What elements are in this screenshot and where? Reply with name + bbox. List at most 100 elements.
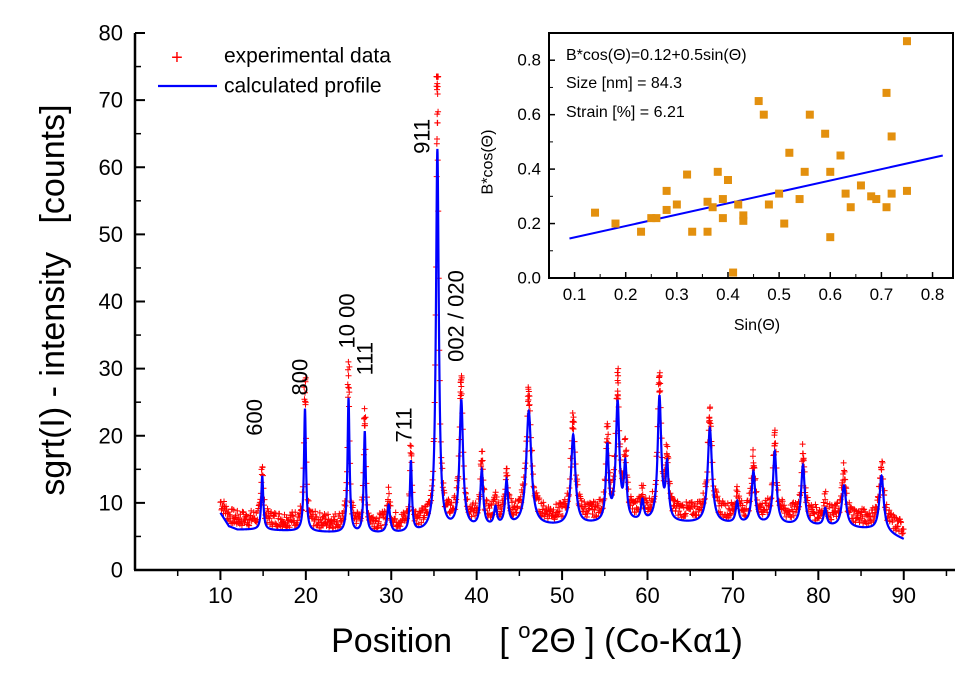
y-tick-label: 30 — [99, 356, 123, 381]
x-tick-label: 80 — [806, 583, 830, 608]
experimental-point — [561, 496, 568, 503]
experimental-point — [292, 509, 299, 516]
experimental-point — [800, 455, 807, 462]
experimental-point — [615, 379, 622, 386]
x-tick-label: 90 — [892, 583, 916, 608]
experimental-point — [444, 499, 451, 506]
experimental-point — [271, 509, 278, 516]
experimental-point — [301, 384, 308, 391]
experimental-point — [526, 393, 533, 400]
experimental-point — [789, 508, 796, 515]
experimental-point — [319, 514, 326, 521]
experimental-point — [850, 511, 857, 518]
experimental-point — [245, 521, 252, 528]
experimental-point — [790, 512, 797, 519]
experimental-point — [728, 502, 735, 509]
experimental-point — [569, 425, 576, 432]
experimental-point — [274, 522, 281, 529]
inset-data-point — [805, 110, 814, 119]
experimental-point — [829, 504, 836, 511]
x-tick-label: 70 — [721, 583, 745, 608]
inset-data-point — [611, 219, 620, 228]
x-axis-title: Position [ o2Θ ] (Co-Kα1) — [331, 618, 743, 660]
experimental-point — [675, 512, 682, 519]
experimental-point — [841, 467, 848, 474]
inset-data-point — [856, 181, 865, 190]
peak-label: 10 00 — [334, 293, 359, 348]
experimental-point — [550, 506, 557, 513]
experimental-point — [604, 435, 611, 442]
experimental-point — [894, 523, 901, 530]
y-tick-label: 60 — [99, 155, 123, 180]
experimental-point — [629, 505, 636, 512]
experimental-point — [408, 451, 415, 458]
experimental-point — [725, 505, 732, 512]
experimental-point — [345, 358, 352, 365]
legend-marker-experimental: + — [171, 47, 183, 69]
experimental-point — [434, 80, 441, 87]
experimental-point — [223, 503, 230, 510]
x-tick-label: 10 — [208, 583, 232, 608]
y-tick-label: 40 — [99, 289, 123, 314]
experimental-point — [539, 506, 546, 513]
experimental-point — [525, 388, 532, 395]
calculated-profile-line — [219, 148, 905, 540]
experimental-point — [734, 488, 741, 495]
experimental-point — [514, 503, 521, 510]
inset-equation: B*cos(Θ)=0.12+0.5sin(Θ) — [566, 47, 747, 64]
experimental-point — [571, 419, 578, 426]
experimental-point — [229, 506, 236, 513]
experimental-point — [799, 450, 806, 457]
experimental-point — [302, 399, 309, 406]
experimental-point — [750, 462, 757, 469]
experimental-point — [289, 512, 296, 519]
experimental-point — [812, 501, 819, 508]
experimental-point — [822, 496, 829, 503]
y-tick-label: 50 — [99, 222, 123, 247]
peak-label: 711 — [392, 407, 417, 442]
inset-data-point — [688, 227, 697, 236]
experimental-point — [897, 518, 904, 525]
experimental-point — [657, 380, 664, 387]
experimental-point — [627, 493, 634, 500]
inset-data-point — [785, 148, 794, 157]
experimental-point — [434, 119, 441, 126]
experimental-point — [634, 498, 641, 505]
experimental-point — [898, 519, 905, 526]
experimental-point — [397, 523, 404, 530]
experimental-point — [418, 519, 425, 526]
inset-chart: 0.00.20.40.60.80.1 0.2 0.3 0.4 0.5 0.6 0.7 0.8 … — [480, 32, 954, 334]
experimental-point — [373, 515, 380, 522]
experimental-point — [503, 469, 510, 476]
experimental-point — [218, 506, 225, 513]
experimental-point — [727, 510, 734, 517]
experimental-point — [535, 496, 542, 503]
experimental-point — [503, 465, 510, 472]
experimental-point — [886, 507, 893, 514]
x-tick-label: 40 — [464, 583, 488, 608]
experimental-point — [724, 500, 731, 507]
inset-data-point — [672, 200, 681, 209]
experimental-point — [513, 509, 520, 516]
experimental-point — [492, 489, 499, 496]
experimental-point — [488, 502, 495, 509]
experimental-point — [861, 517, 868, 524]
experimental-point — [468, 506, 475, 513]
experimental-point — [644, 500, 651, 507]
experimental-point — [483, 497, 490, 504]
inset-data-point — [867, 192, 876, 201]
experimental-point — [899, 530, 906, 537]
inset-data-point — [780, 219, 789, 228]
experimental-point — [248, 507, 255, 514]
inset-y-tick-label: 0.6 — [517, 105, 541, 124]
experimental-point — [589, 511, 596, 517]
experimental-point — [526, 401, 533, 408]
inset-data-point — [591, 208, 600, 217]
experimental-point — [362, 414, 369, 421]
experimental-point — [591, 506, 598, 513]
inset-data-point — [826, 167, 835, 176]
experimental-point — [714, 493, 721, 500]
experimental-point — [227, 513, 234, 520]
experimental-point — [813, 504, 820, 511]
